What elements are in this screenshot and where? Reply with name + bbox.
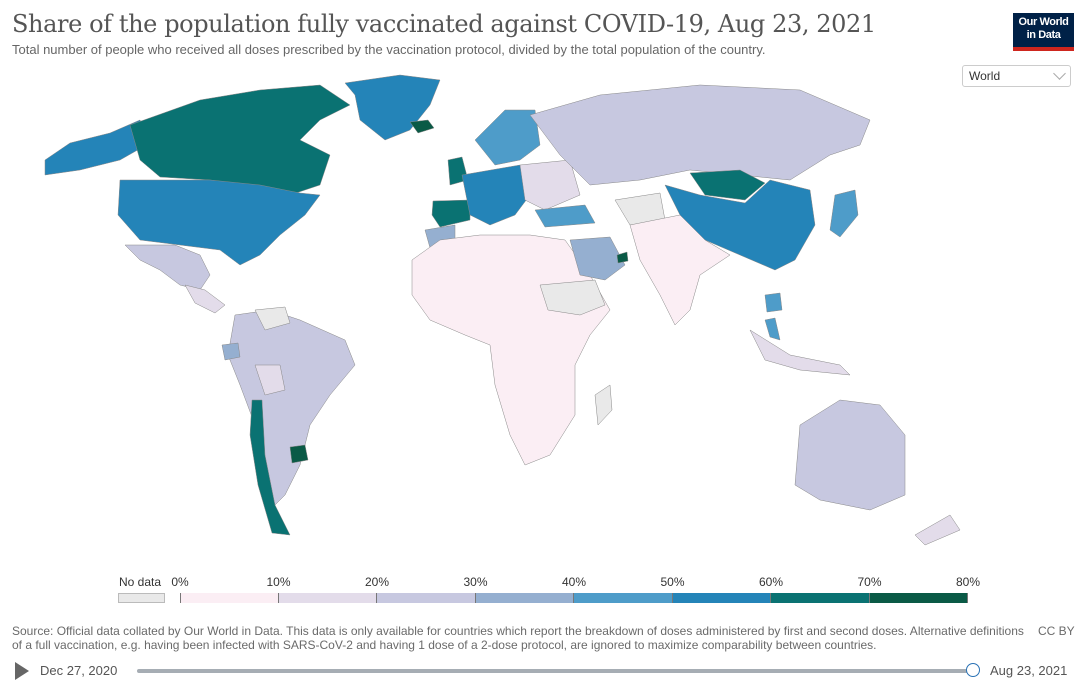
legend-bin[interactable] [771,593,870,603]
country-region[interactable]: Saudi Arabia [569,236,626,281]
legend-bin[interactable] [377,593,476,603]
legend-bin[interactable] [180,593,279,603]
country-region[interactable]: New Zealand [914,514,961,546]
region-select[interactable]: World [962,65,1071,87]
legend-bin[interactable] [475,593,574,603]
legend-bin[interactable] [869,593,968,603]
country-region[interactable]: Chile [249,399,291,536]
country-region[interactable]: Turkey [534,204,596,228]
country-region[interactable]: Spain / Portugal [431,199,471,228]
country-region[interactable]: South America (Brazil, Argentina, Peru, … [227,309,356,506]
country-region[interactable]: Australia [794,399,906,511]
legend-tick-label: 80% [955,575,981,589]
country-region[interactable]: United Arab Emirates [616,251,629,264]
legend-tick-label: 70% [857,575,882,589]
legend-tick-label: 30% [463,575,488,589]
license-link[interactable]: CC BY [1038,624,1075,638]
country-region[interactable]: Mongolia [689,169,766,201]
country-region[interactable]: Eastern Europe [519,159,581,211]
country-region[interactable]: Scandinavia [474,109,541,166]
country-region[interactable]: Central America [184,284,226,314]
legend-bin[interactable] [672,593,771,603]
country-region[interactable]: Japan [829,189,859,238]
legend-no-data-swatch [118,593,165,603]
country-region[interactable]: Canada [129,84,351,196]
country-region[interactable]: Ethiopia / Sudan region [539,279,606,316]
country-region[interactable]: Mexico [124,244,211,291]
legend-no-data-label: No data [118,575,162,589]
timeline-handle[interactable] [966,663,980,677]
country-region[interactable]: Iceland [409,119,435,134]
logo-line-1: Our World [1018,16,1069,28]
country-region[interactable]: Cambodia [764,292,783,313]
legend-tick-label: 60% [758,575,784,589]
region-select-value: World [969,69,1001,83]
country-region[interactable]: Malaysia [764,317,781,341]
timeline-end-date: Aug 23, 2021 [990,663,1068,678]
country-region[interactable]: Madagascar [594,384,613,426]
country-region[interactable]: India / South Asia [629,214,731,326]
country-region[interactable]: Russia / Kazakhstan [529,84,871,186]
legend-tick-label: 10% [266,575,291,589]
color-legend: No data 0% 10% 20% 30% 40% 50% 60% 70% 80% [0,570,1086,610]
owid-logo[interactable]: Our World in Data [1013,13,1074,51]
timeline-start-date: Dec 27, 2020 [40,663,118,678]
legend-tick-label: 50% [660,575,685,589]
timeline-track[interactable] [137,669,971,673]
legend-bin[interactable] [278,593,377,603]
chart-title: Share of the population fully vaccinated… [12,10,876,38]
legend-tick-label: 20% [364,575,390,589]
country-region[interactable]: Bolivia [254,364,286,396]
chart-subtitle: Total number of people who received all … [12,42,766,57]
world-map: AlaskaCanadaGreenlandIcelandUnited State… [44,74,961,546]
legend-bin[interactable] [574,593,673,603]
country-region[interactable]: Western Europe [461,164,531,226]
country-region[interactable]: Ecuador [221,342,241,361]
logo-line-2: in Data [1026,29,1061,41]
country-region[interactable]: Venezuela [254,306,291,331]
country-region[interactable]: United States [117,179,321,266]
legend-tick-label: 0% [171,575,189,589]
play-icon[interactable] [15,662,29,680]
country-region[interactable]: Indonesia [749,329,851,376]
country-region[interactable]: Uruguay [289,444,309,464]
country-region[interactable]: Greenland [344,74,441,141]
source-note: Source: Official data collated by Our Wo… [12,624,1024,652]
legend-tick-label: 40% [561,575,587,589]
